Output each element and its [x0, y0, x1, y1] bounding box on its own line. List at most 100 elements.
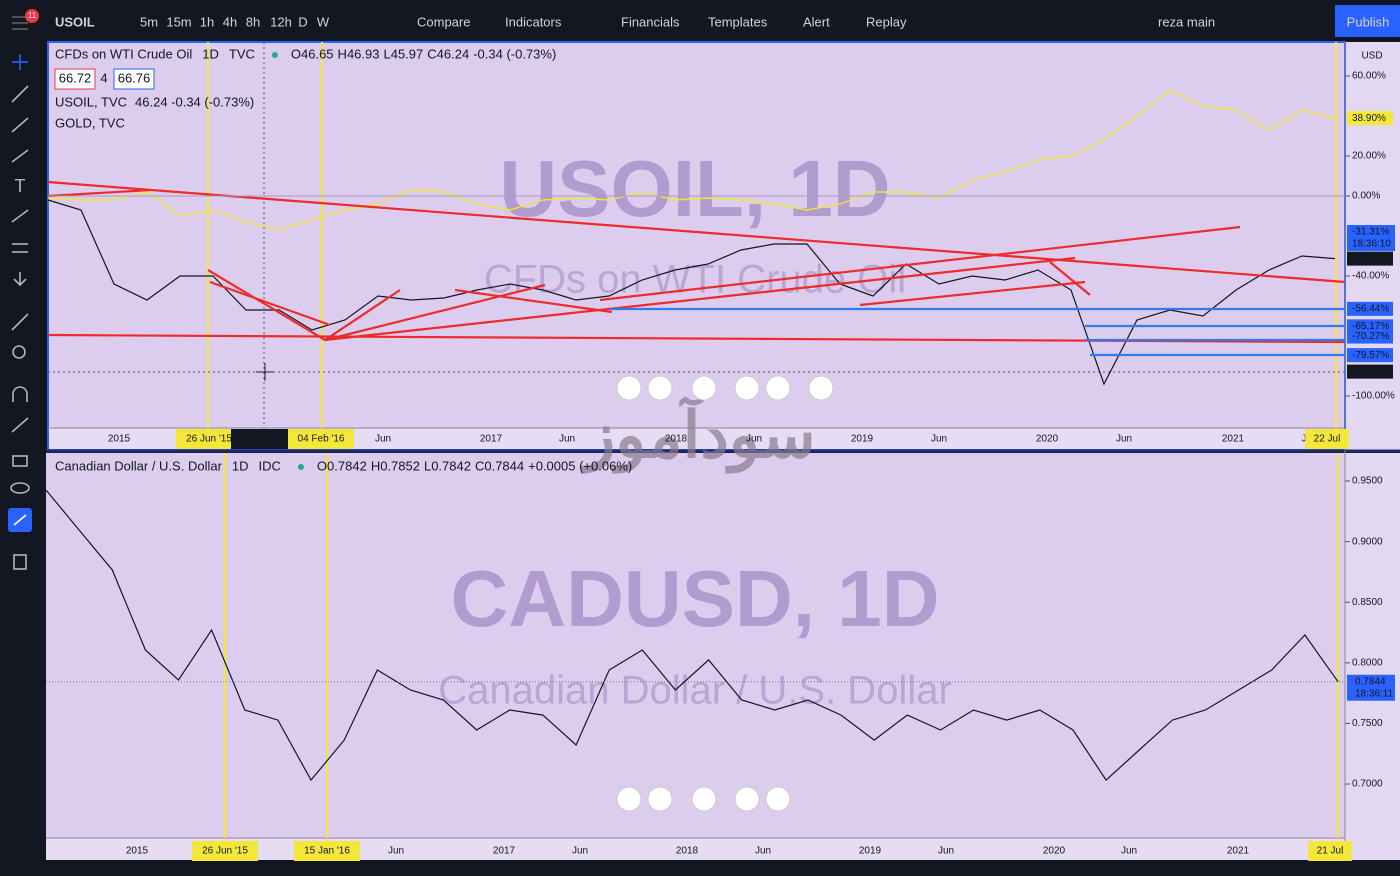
bid-box — [54, 68, 96, 90]
y-tick-label: 20.00% — [1352, 151, 1386, 162]
x-tick-label: 2015 — [108, 434, 131, 445]
y-tick-label: 0.00% — [1352, 191, 1380, 202]
x-tick-label: 2017 — [493, 846, 516, 857]
price-label-bg — [1347, 364, 1393, 379]
publish-button[interactable] — [1335, 5, 1400, 37]
zoom-button[interactable] — [647, 375, 673, 401]
bottom-time-axis — [46, 838, 1345, 860]
zoom-button[interactable] — [647, 786, 673, 812]
x-tick-label: 26 Jun '15 — [202, 846, 248, 857]
legend-name: USOIL, TVC — [55, 94, 127, 109]
time-markers — [207, 42, 1339, 838]
interval[interactable]: 12h — [270, 14, 292, 29]
bottom-price-axis — [1345, 453, 1400, 860]
toolbar-button[interactable]: Financials — [621, 14, 680, 29]
interval[interactable]: W — [317, 14, 330, 29]
bottom-bar — [0, 860, 1400, 876]
toolbar-button[interactable]: Compare — [417, 14, 470, 29]
price-label: -79.57% — [1352, 350, 1389, 361]
ohlc-value: 46.24 — [437, 46, 470, 61]
zoom-controls[interactable] — [616, 375, 834, 812]
x-tick-label: J — [1302, 434, 1307, 445]
zoom-button[interactable] — [616, 786, 642, 812]
time-label-bg — [294, 841, 360, 861]
ohlc-value: 46.65 — [301, 46, 334, 61]
watermark: CADUSD, 1D — [451, 554, 940, 643]
x-tick-label: 26 Jun '15 — [186, 434, 232, 445]
interval[interactable]: 8h — [246, 14, 260, 29]
interval[interactable]: 1h — [200, 14, 214, 29]
x-tick-label: Jun — [375, 434, 391, 445]
currency[interactable]: USD — [1361, 51, 1382, 62]
top-pane — [48, 42, 1400, 450]
y-tick-label: 0.9000 — [1352, 536, 1383, 547]
badge — [25, 9, 39, 23]
time-label-bg — [288, 429, 354, 449]
zoom-button[interactable] — [616, 375, 642, 401]
x-tick-label: 14 Oct '15 — [241, 434, 287, 445]
interval[interactable]: 15m — [166, 14, 191, 29]
zoom-button[interactable] — [734, 375, 760, 401]
y-tick-label: 0.8500 — [1352, 597, 1383, 608]
time-label-bg — [1305, 429, 1349, 449]
legend-value: 46.24 -0.34 (-0.73%) — [135, 94, 254, 109]
toolbar-button[interactable]: Indicators — [505, 14, 562, 29]
x-tick-label: Jun — [931, 434, 947, 445]
toolbar-button[interactable]: Alert — [803, 14, 830, 29]
top-toolbar — [0, 0, 1400, 42]
price-label: -56.44% — [1352, 304, 1389, 315]
symbol[interactable]: USOIL — [55, 14, 95, 29]
price-label-bg — [1347, 348, 1393, 363]
ohlc-label: H — [371, 458, 380, 473]
zoom-button[interactable] — [808, 375, 834, 401]
spread: 4 — [100, 70, 107, 85]
bottom-pane — [46, 453, 1400, 860]
current-price: -31.31% — [1352, 227, 1389, 238]
drawing-tools[interactable]: T — [8, 54, 32, 570]
toolbar-button[interactable]: Templates — [708, 14, 768, 29]
left-toolbar — [0, 42, 46, 876]
interval[interactable]: 5m — [140, 14, 158, 29]
ohlc-label: O — [317, 458, 327, 473]
ohlc-value: 0.7842 — [327, 458, 367, 473]
x-tick-label: 15 Jan '16 — [304, 846, 350, 857]
x-tick-label: Jun — [755, 846, 771, 857]
ask: 66.76 — [118, 70, 151, 85]
ohlc-label: O — [291, 46, 301, 61]
bid: 66.72 — [59, 70, 92, 85]
zoom-button[interactable] — [734, 786, 760, 812]
toolbar-button[interactable]: Replay — [866, 14, 907, 29]
interval[interactable]: 4h — [223, 14, 237, 29]
x-tick-label: Jun — [1121, 846, 1137, 857]
zoom-button[interactable] — [691, 786, 717, 812]
ohlc-label: L — [383, 46, 390, 61]
pane-title: CFDs on WTI Crude Oil — [55, 46, 192, 61]
price-label: 38.90% — [1352, 113, 1386, 124]
level-lines — [610, 307, 1345, 357]
zoom-button[interactable] — [691, 375, 717, 401]
current-price-bg — [1347, 225, 1395, 251]
layout-name[interactable]: reza main — [1158, 14, 1215, 29]
ohlc-value: 46.93 — [347, 46, 380, 61]
zoom-button[interactable] — [765, 786, 791, 812]
interval[interactable]: D — [298, 14, 307, 29]
pane-exchange: TVC — [229, 46, 255, 61]
ohlc-label: C — [475, 458, 484, 473]
trend-lines — [47, 180, 1346, 344]
x-tick-label: 2015 — [126, 846, 149, 857]
price-label: -87.81% — [1352, 366, 1389, 377]
x-tick-label: 2020 — [1036, 434, 1059, 445]
x-tick-label: 21 Jul — [1317, 846, 1344, 857]
y-tick-label: -100.00% — [1352, 391, 1395, 402]
publish[interactable]: Publish — [1347, 14, 1390, 29]
y-tick-label: 0.9500 — [1352, 476, 1383, 487]
zoom-button[interactable] — [765, 375, 791, 401]
price-label: -31.31% — [1352, 253, 1389, 264]
y-tick-label: 0.7500 — [1352, 718, 1383, 729]
change: +0.0005 (+0.06%) — [528, 458, 632, 473]
pane-interval: 1D — [232, 458, 249, 473]
watermark: USOIL, 1D — [499, 144, 890, 233]
x-tick-label: 2018 — [676, 846, 699, 857]
legend-name: GOLD, TVC — [55, 115, 125, 130]
